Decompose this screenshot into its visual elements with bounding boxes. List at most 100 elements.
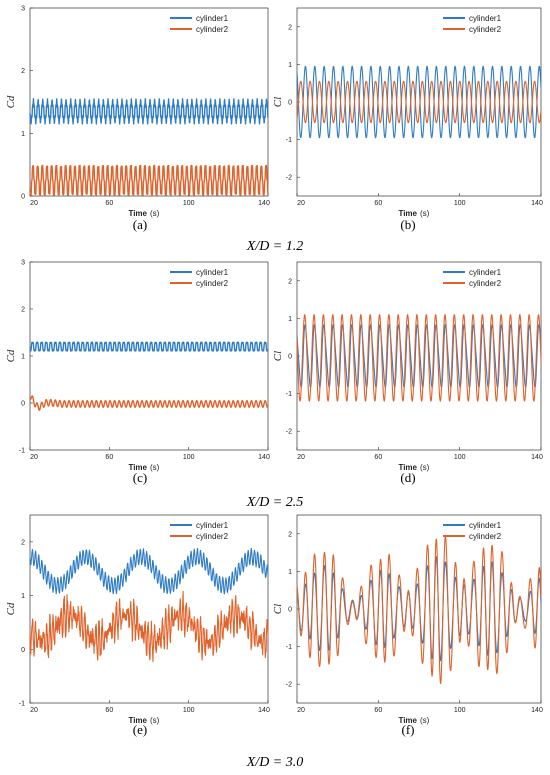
legend-label-cylinder2: cylinder2 [196, 532, 229, 541]
x-axis-label: Time [398, 209, 417, 218]
x-axis-unit: (s) [420, 716, 430, 725]
y-tick-label: 1 [21, 593, 25, 600]
y-tick-label: 1 [288, 316, 292, 323]
x-tick-label: 100 [183, 200, 195, 207]
y-tick-label: -1 [19, 701, 25, 708]
plot-frame [29, 261, 269, 451]
legend-label-cylinder1: cylinder1 [469, 521, 502, 530]
series-line-cylinder1 [29, 98, 269, 125]
x-tick-label: 20 [30, 454, 38, 461]
y-tick-label: 2 [288, 24, 292, 31]
y-tick-label: 2 [21, 307, 25, 314]
y-tick-label: -1 [286, 644, 292, 651]
legend-label-cylinder2: cylinder2 [196, 25, 229, 34]
x-tick-label: 140 [531, 454, 543, 461]
series-line-cylinder2 [296, 536, 542, 685]
y-tick-label: 1 [288, 569, 292, 576]
legend-label-cylinder1: cylinder1 [469, 268, 502, 277]
legend-label-cylinder1: cylinder1 [196, 521, 229, 530]
x-tick-label: 20 [297, 454, 305, 461]
x-tick-label: 60 [374, 200, 382, 207]
y-tick-label: 0 [21, 647, 25, 654]
x-axis-unit: (s) [150, 209, 160, 218]
x-tick-label: 20 [297, 200, 305, 207]
x-tick-label: 140 [531, 200, 543, 207]
y-tick-label: 2 [21, 68, 25, 75]
y-axis-label: Cl [272, 351, 284, 361]
y-tick-label: 1 [21, 131, 25, 138]
y-tick-label: 0 [288, 100, 292, 107]
series-line-cylinder1 [29, 547, 269, 595]
x-tick-label: 20 [30, 200, 38, 207]
y-tick-label: 0 [288, 354, 292, 361]
y-tick-label: 2 [288, 531, 292, 538]
x-tick-label: 100 [454, 200, 466, 207]
plot-frame [29, 7, 269, 197]
x-tick-label: 20 [297, 707, 305, 714]
x-axis-label: Time [398, 716, 417, 725]
legend-label-cylinder1: cylinder1 [196, 14, 229, 23]
y-axis-label: Cl [272, 604, 284, 614]
x-tick-label: 140 [258, 200, 270, 207]
y-tick-label: -2 [286, 682, 292, 689]
legend-label-cylinder1: cylinder1 [469, 14, 502, 23]
series-line-cylinder2 [29, 590, 269, 663]
series-line-cylinder2 [296, 314, 542, 402]
legend-label-cylinder2: cylinder2 [469, 279, 502, 288]
y-axis-label: Cd [5, 602, 17, 615]
y-tick-label: -2 [286, 429, 292, 436]
x-tick-label: 100 [454, 707, 466, 714]
y-tick-label: -2 [286, 175, 292, 182]
x-axis-unit: (s) [150, 716, 160, 725]
panel-label: (a) [133, 217, 147, 232]
y-tick-label: -1 [286, 391, 292, 398]
panel-label: (f) [402, 722, 415, 737]
panel-label: (e) [133, 722, 147, 737]
x-axis-unit: (s) [420, 463, 430, 472]
x-tick-label: 140 [258, 454, 270, 461]
x-tick-label: 60 [105, 200, 113, 207]
x-tick-label: 100 [454, 454, 466, 461]
panel-label: (b) [400, 217, 415, 232]
condition-label: X/D = 1.2 [246, 239, 304, 254]
x-axis-unit: (s) [150, 463, 160, 472]
y-tick-label: 0 [21, 194, 25, 201]
x-tick-label: 60 [374, 454, 382, 461]
y-tick-label: 3 [21, 260, 25, 267]
y-tick-label: 0 [288, 607, 292, 614]
series-line-cylinder2 [29, 395, 269, 411]
series-line-cylinder1 [29, 341, 269, 352]
y-axis-label: Cd [5, 349, 17, 362]
legend-label-cylinder2: cylinder2 [196, 279, 229, 288]
y-tick-label: -1 [19, 448, 25, 455]
x-axis-label: Time [398, 463, 417, 472]
legend-label-cylinder2: cylinder2 [469, 532, 502, 541]
x-tick-label: 20 [30, 707, 38, 714]
panel-label: (d) [400, 470, 415, 485]
y-tick-label: 3 [21, 6, 25, 13]
x-tick-label: 60 [374, 707, 382, 714]
x-tick-label: 100 [183, 454, 195, 461]
y-axis-label: Cl [272, 97, 284, 107]
legend-label-cylinder2: cylinder2 [469, 25, 502, 34]
x-tick-label: 140 [531, 707, 543, 714]
y-tick-label: 2 [21, 539, 25, 546]
series-line-cylinder2 [296, 80, 542, 124]
x-tick-label: 60 [105, 707, 113, 714]
condition-label: X/D = 3.0 [246, 755, 304, 770]
y-tick-label: 0 [21, 401, 25, 408]
x-tick-label: 140 [258, 707, 270, 714]
x-tick-label: 60 [105, 454, 113, 461]
x-axis-unit: (s) [420, 209, 430, 218]
plot-frame [29, 514, 269, 704]
series-line-cylinder2 [29, 164, 269, 196]
y-tick-label: 1 [21, 354, 25, 361]
y-tick-label: -1 [286, 137, 292, 144]
condition-label: X/D = 2.5 [246, 495, 304, 510]
x-tick-label: 100 [183, 707, 195, 714]
x-axis-label: Time [128, 716, 147, 725]
y-tick-label: 2 [288, 278, 292, 285]
x-axis-label: Time [128, 463, 147, 472]
panel-label: (c) [133, 470, 147, 485]
